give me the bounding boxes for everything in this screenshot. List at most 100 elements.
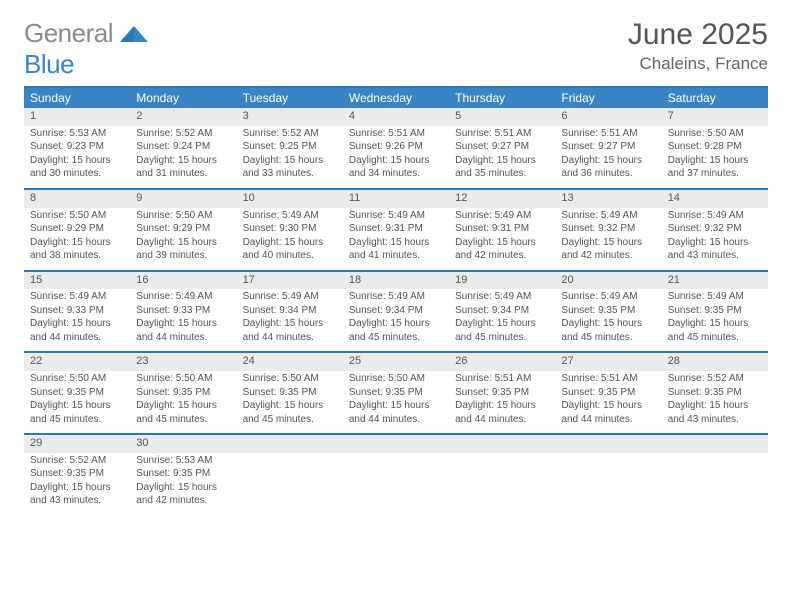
calendar-day-cell: 24Sunrise: 5:50 AMSunset: 9:35 PMDayligh… bbox=[237, 353, 343, 434]
day-detail-line: Sunset: 9:34 PM bbox=[243, 305, 337, 318]
day-detail-line: and 44 minutes. bbox=[455, 414, 549, 427]
calendar-day-cell: 27Sunrise: 5:51 AMSunset: 9:35 PMDayligh… bbox=[555, 353, 661, 434]
day-detail-line: Sunset: 9:26 PM bbox=[349, 141, 443, 154]
page-title: June 2025 bbox=[628, 18, 768, 52]
day-detail-line: Sunset: 9:35 PM bbox=[455, 387, 549, 400]
day-detail-line: Sunset: 9:23 PM bbox=[30, 141, 124, 154]
calendar-day-cell: 2Sunrise: 5:52 AMSunset: 9:24 PMDaylight… bbox=[130, 108, 236, 189]
day-detail-line: Sunrise: 5:51 AM bbox=[561, 128, 655, 141]
day-number: 17 bbox=[237, 272, 343, 290]
day-details: Sunrise: 5:49 AMSunset: 9:34 PMDaylight:… bbox=[343, 289, 449, 351]
day-detail-line: and 36 minutes. bbox=[561, 168, 655, 181]
day-detail-line: Daylight: 15 hours bbox=[455, 237, 549, 250]
day-details: Sunrise: 5:50 AMSunset: 9:35 PMDaylight:… bbox=[343, 371, 449, 433]
day-number: 11 bbox=[343, 190, 449, 208]
day-detail-line: Daylight: 15 hours bbox=[136, 237, 230, 250]
day-detail-line: Sunrise: 5:52 AM bbox=[243, 128, 337, 141]
day-detail-line: Sunrise: 5:50 AM bbox=[30, 210, 124, 223]
day-detail-line: Daylight: 15 hours bbox=[561, 237, 655, 250]
day-detail-line: Sunset: 9:29 PM bbox=[30, 223, 124, 236]
day-details: Sunrise: 5:51 AMSunset: 9:35 PMDaylight:… bbox=[449, 371, 555, 433]
day-details: Sunrise: 5:49 AMSunset: 9:30 PMDaylight:… bbox=[237, 208, 343, 270]
calendar-day-cell: 1Sunrise: 5:53 AMSunset: 9:23 PMDaylight… bbox=[24, 108, 130, 189]
day-detail-line: Sunrise: 5:49 AM bbox=[349, 210, 443, 223]
day-detail-line: Daylight: 15 hours bbox=[561, 155, 655, 168]
day-detail-line: Daylight: 15 hours bbox=[136, 155, 230, 168]
day-detail-line: Sunset: 9:34 PM bbox=[349, 305, 443, 318]
calendar-day-cell: 6Sunrise: 5:51 AMSunset: 9:27 PMDaylight… bbox=[555, 108, 661, 189]
day-details: Sunrise: 5:52 AMSunset: 9:24 PMDaylight:… bbox=[130, 126, 236, 188]
calendar-day-cell bbox=[237, 435, 343, 515]
day-number: 26 bbox=[449, 353, 555, 371]
day-detail-line: Daylight: 15 hours bbox=[30, 155, 124, 168]
day-details: Sunrise: 5:49 AMSunset: 9:31 PMDaylight:… bbox=[449, 208, 555, 270]
day-details: Sunrise: 5:50 AMSunset: 9:35 PMDaylight:… bbox=[24, 371, 130, 433]
day-details bbox=[343, 453, 449, 503]
day-detail-line: Daylight: 15 hours bbox=[561, 318, 655, 331]
day-detail-line: Sunrise: 5:49 AM bbox=[30, 291, 124, 304]
day-details: Sunrise: 5:49 AMSunset: 9:34 PMDaylight:… bbox=[449, 289, 555, 351]
day-detail-line: Sunset: 9:33 PM bbox=[30, 305, 124, 318]
day-detail-line: Sunrise: 5:49 AM bbox=[668, 210, 762, 223]
calendar-day-cell: 15Sunrise: 5:49 AMSunset: 9:33 PMDayligh… bbox=[24, 272, 130, 353]
day-detail-line: Sunset: 9:35 PM bbox=[349, 387, 443, 400]
weekday-header: Sunday bbox=[24, 88, 130, 108]
calendar-day-cell: 12Sunrise: 5:49 AMSunset: 9:31 PMDayligh… bbox=[449, 190, 555, 271]
location-label: Chaleins, France bbox=[628, 54, 768, 74]
logo-word2: Blue bbox=[24, 49, 74, 79]
day-detail-line: Daylight: 15 hours bbox=[668, 155, 762, 168]
day-detail-line: Sunrise: 5:49 AM bbox=[668, 291, 762, 304]
day-details: Sunrise: 5:49 AMSunset: 9:32 PMDaylight:… bbox=[662, 208, 768, 270]
day-details: Sunrise: 5:49 AMSunset: 9:32 PMDaylight:… bbox=[555, 208, 661, 270]
weekday-header: Friday bbox=[555, 88, 661, 108]
day-details bbox=[662, 453, 768, 503]
day-details: Sunrise: 5:50 AMSunset: 9:28 PMDaylight:… bbox=[662, 126, 768, 188]
day-detail-line: Sunset: 9:28 PM bbox=[668, 141, 762, 154]
day-details: Sunrise: 5:49 AMSunset: 9:31 PMDaylight:… bbox=[343, 208, 449, 270]
calendar-day-cell: 28Sunrise: 5:52 AMSunset: 9:35 PMDayligh… bbox=[662, 353, 768, 434]
day-number bbox=[662, 435, 768, 453]
day-detail-line: Sunrise: 5:49 AM bbox=[561, 291, 655, 304]
day-detail-line: Daylight: 15 hours bbox=[455, 400, 549, 413]
day-detail-line: Sunrise: 5:52 AM bbox=[30, 455, 124, 468]
day-detail-line: Sunrise: 5:51 AM bbox=[561, 373, 655, 386]
logo-text: General Blue bbox=[24, 18, 148, 80]
day-details: Sunrise: 5:50 AMSunset: 9:29 PMDaylight:… bbox=[130, 208, 236, 270]
day-detail-line: Daylight: 15 hours bbox=[30, 482, 124, 495]
logo-mark-icon bbox=[120, 20, 148, 42]
day-number: 13 bbox=[555, 190, 661, 208]
calendar-week-row: 29Sunrise: 5:52 AMSunset: 9:35 PMDayligh… bbox=[24, 435, 768, 515]
day-detail-line: Daylight: 15 hours bbox=[136, 318, 230, 331]
day-details: Sunrise: 5:53 AMSunset: 9:35 PMDaylight:… bbox=[130, 453, 236, 515]
calendar-day-cell: 25Sunrise: 5:50 AMSunset: 9:35 PMDayligh… bbox=[343, 353, 449, 434]
weekday-header: Thursday bbox=[449, 88, 555, 108]
day-details: Sunrise: 5:51 AMSunset: 9:26 PMDaylight:… bbox=[343, 126, 449, 188]
calendar-day-cell: 18Sunrise: 5:49 AMSunset: 9:34 PMDayligh… bbox=[343, 272, 449, 353]
day-detail-line: and 38 minutes. bbox=[30, 250, 124, 263]
day-detail-line: Daylight: 15 hours bbox=[243, 400, 337, 413]
calendar-table: SundayMondayTuesdayWednesdayThursdayFrid… bbox=[24, 88, 768, 515]
day-number: 9 bbox=[130, 190, 236, 208]
day-detail-line: and 45 minutes. bbox=[668, 332, 762, 345]
day-detail-line: Sunrise: 5:49 AM bbox=[136, 291, 230, 304]
day-detail-line: and 44 minutes. bbox=[136, 332, 230, 345]
day-detail-line: Sunrise: 5:50 AM bbox=[243, 373, 337, 386]
weekday-header: Saturday bbox=[662, 88, 768, 108]
day-detail-line: Sunset: 9:35 PM bbox=[668, 305, 762, 318]
day-number bbox=[343, 435, 449, 453]
day-number: 24 bbox=[237, 353, 343, 371]
calendar-day-cell bbox=[662, 435, 768, 515]
day-detail-line: and 45 minutes. bbox=[561, 332, 655, 345]
calendar-day-cell: 16Sunrise: 5:49 AMSunset: 9:33 PMDayligh… bbox=[130, 272, 236, 353]
calendar-day-cell: 10Sunrise: 5:49 AMSunset: 9:30 PMDayligh… bbox=[237, 190, 343, 271]
day-detail-line: Sunset: 9:30 PM bbox=[243, 223, 337, 236]
day-detail-line: Sunset: 9:32 PM bbox=[668, 223, 762, 236]
logo: General Blue bbox=[24, 18, 148, 80]
day-detail-line: Sunset: 9:31 PM bbox=[349, 223, 443, 236]
day-number: 8 bbox=[24, 190, 130, 208]
day-detail-line: and 43 minutes. bbox=[668, 250, 762, 263]
calendar-day-cell: 19Sunrise: 5:49 AMSunset: 9:34 PMDayligh… bbox=[449, 272, 555, 353]
day-detail-line: and 43 minutes. bbox=[668, 414, 762, 427]
day-number: 12 bbox=[449, 190, 555, 208]
day-detail-line: and 33 minutes. bbox=[243, 168, 337, 181]
